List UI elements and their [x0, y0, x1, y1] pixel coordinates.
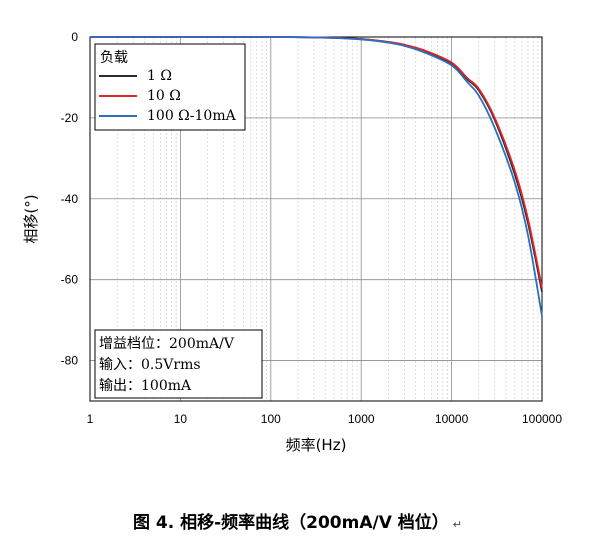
phase-frequency-chart: 1 10 100 1000 10000 100000 0 -20 -40 -60 -80 频率(Hz… — [22, 30, 563, 454]
x-axis-title: 频率(Hz) — [286, 436, 347, 454]
info-box: 增益档位：200mA/V 输入：0.5Vrms 输出：100mA — [94, 329, 263, 399]
y-tick-label: -20 — [61, 111, 79, 125]
y-tick-label: -80 — [61, 354, 79, 368]
info-box-frame — [94, 329, 263, 399]
y-axis-title: 相移(°) — [22, 194, 40, 243]
figure-caption: 图 4. 相移-频率曲线（200mA/V 档位） ↵ — [0, 508, 595, 533]
y-tick-label: -40 — [61, 192, 79, 206]
x-tick-label: 1 — [87, 412, 94, 426]
caption-text: 图 4. 相移-频率曲线（200mA/V 档位） — [132, 513, 449, 533]
x-tick-label: 100000 — [522, 412, 562, 426]
y-tick-label: 0 — [71, 30, 78, 44]
legend-label-3: 100 Ω-10mA — [147, 108, 237, 124]
return-mark-icon: ↵ — [452, 518, 463, 531]
series-lines — [90, 36, 543, 317]
info-gain-setting: 增益档位：200mA/V — [99, 336, 235, 352]
info-output: 输出：100mA — [99, 378, 192, 394]
x-tick-label: 10000 — [435, 412, 469, 426]
y-tick-label: -60 — [61, 273, 79, 287]
x-tick-label: 100 — [261, 412, 281, 426]
info-input: 输入：0.5Vrms — [99, 357, 201, 373]
series-line-3 — [90, 36, 543, 317]
legend-label-2: 10 Ω — [147, 88, 181, 104]
legend-title: 负载 — [100, 50, 128, 66]
legend-label-1: 1 Ω — [147, 68, 172, 84]
legend-items: 1 Ω 10 Ω 100 Ω-10mA — [99, 68, 237, 124]
legend: 负载 1 Ω 10 Ω 100 Ω-10mA — [94, 43, 246, 131]
x-tick-label: 1000 — [348, 412, 375, 426]
x-tick-label: 10 — [174, 412, 188, 426]
tick-labels: 1 10 100 1000 10000 100000 0 -20 -40 -60 -80 — [61, 30, 563, 426]
